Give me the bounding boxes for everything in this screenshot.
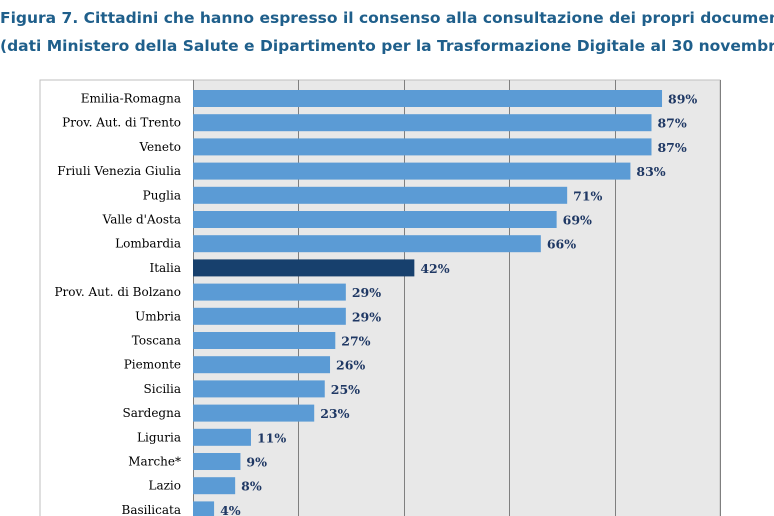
category-label: Liguria	[137, 430, 181, 444]
bar-toscana	[193, 332, 336, 349]
label-area	[40, 80, 193, 516]
category-label: Emilia-Romagna	[81, 92, 181, 106]
bar-friuli-venezia-giulia	[193, 162, 631, 180]
category-label: Veneto	[138, 140, 181, 154]
bar-sardegna	[193, 404, 315, 422]
category-label: Toscana	[132, 334, 181, 348]
value-label: 29%	[352, 285, 381, 300]
category-label: Prov. Aut. di Bolzano	[54, 285, 181, 299]
bar-marche-	[193, 453, 241, 470]
category-label: Sicilia	[144, 382, 181, 396]
bar-sicilia	[193, 380, 325, 398]
category-label: Friuli Venezia Giulia	[57, 164, 181, 178]
value-label: 8%	[241, 479, 262, 494]
bar-puglia	[193, 186, 568, 204]
bar-piemonte	[193, 356, 331, 374]
category-label: Basilicata	[122, 503, 182, 516]
category-label: Italia	[149, 261, 181, 275]
value-label: 11%	[257, 430, 286, 445]
value-label: 87%	[657, 116, 686, 131]
bar-veneto	[193, 138, 652, 156]
value-label: 42%	[420, 261, 449, 276]
value-label: 87%	[657, 140, 686, 155]
category-label: Lazio	[148, 479, 181, 493]
bar-lombardia	[193, 235, 541, 253]
value-label: 23%	[320, 406, 349, 421]
category-label: Sardegna	[123, 406, 181, 420]
category-label: Puglia	[143, 188, 181, 202]
value-label: 71%	[573, 188, 602, 203]
value-label: 69%	[563, 213, 592, 228]
bar-prov-aut-di-bolzano	[193, 283, 346, 301]
value-label: 9%	[246, 455, 267, 470]
category-label: Umbria	[135, 309, 181, 323]
value-label: 89%	[668, 92, 697, 107]
bar-umbria	[193, 307, 346, 325]
bar-prov-aut-di-trento	[193, 114, 652, 132]
value-label: 26%	[336, 358, 365, 373]
value-label: 83%	[636, 164, 665, 179]
bar-emilia-romagna	[193, 90, 663, 107]
category-label: Marche*	[128, 455, 181, 469]
bar-valle-d-aosta	[193, 211, 557, 228]
value-label: 29%	[352, 309, 381, 324]
value-label: 4%	[220, 503, 241, 516]
value-label: 27%	[341, 334, 370, 349]
chart-title-line-1: Figura 7. Cittadini che hanno espresso i…	[0, 9, 774, 27]
bar-italia	[193, 259, 415, 277]
category-label: Lombardia	[115, 237, 181, 251]
category-label: Prov. Aut. di Trento	[62, 116, 181, 130]
category-label: Piemonte	[124, 358, 181, 372]
chart-title-line-2: (dati Ministero della Salute e Dipartime…	[0, 37, 774, 55]
value-label: 66%	[547, 237, 576, 252]
bar-basilicata	[193, 501, 215, 516]
value-label: 25%	[331, 382, 360, 397]
bar-lazio	[193, 477, 236, 495]
bar-liguria	[193, 428, 251, 446]
category-label: Valle d'Aosta	[102, 213, 181, 227]
